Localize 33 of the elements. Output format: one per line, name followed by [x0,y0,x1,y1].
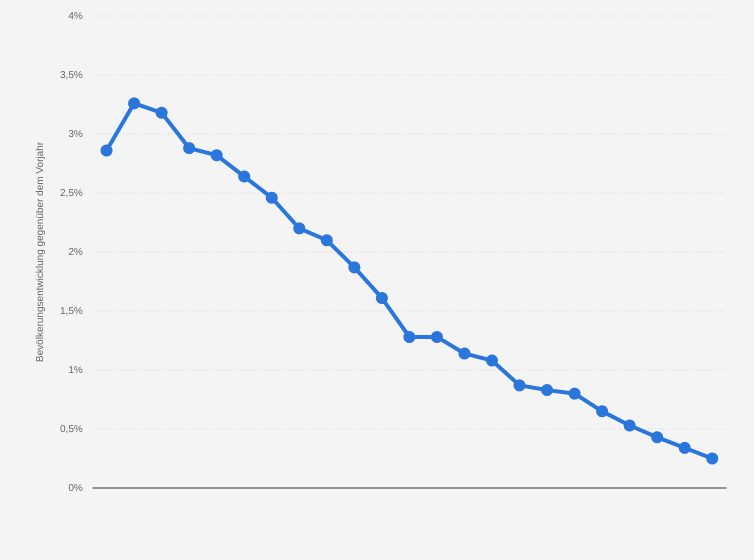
point [320,234,333,246]
point [210,149,223,162]
point [514,379,526,392]
point [376,292,388,304]
point [541,384,554,396]
point [624,419,636,432]
point [458,347,470,360]
point [156,106,168,119]
point [706,452,718,464]
y-tick-label: 2,5% [60,188,83,199]
point [430,330,443,343]
point [348,261,360,274]
y-axis-title: Bevölkerungsentwicklung gegenüber dem Vorjahr [34,141,46,362]
y-tick-label: 3,5% [60,70,83,81]
point [183,142,196,154]
point [266,192,278,204]
point [568,388,581,400]
point [403,330,416,343]
y-tick-label: 0% [68,482,83,494]
point [486,354,498,367]
point [238,170,250,182]
y-tick-label: 2% [68,246,83,258]
y-tick-label: 4% [68,10,83,22]
y-tick-label: 1,5% [60,306,83,317]
point [651,431,664,444]
point [678,442,691,454]
point [100,144,113,157]
y-tick-label: 1% [68,364,83,376]
point [293,222,306,234]
point [596,405,608,418]
y-tick-label: 0,5% [60,424,83,435]
point [128,97,140,110]
y-tick-label: 3% [68,128,83,140]
